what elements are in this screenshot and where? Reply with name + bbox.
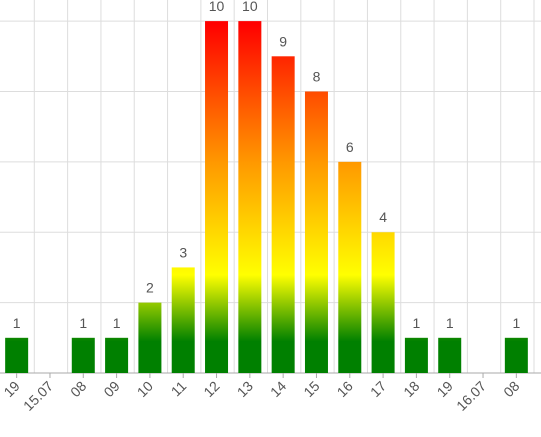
value-label: 3 bbox=[179, 244, 187, 260]
x-tick-label: 16.07 bbox=[453, 378, 489, 414]
x-tick-label: 15 bbox=[300, 378, 322, 400]
x-tick-label: 19 bbox=[0, 378, 22, 400]
bar bbox=[304, 91, 328, 373]
x-tick-label: 19 bbox=[434, 378, 456, 400]
x-tick-label: 10 bbox=[134, 378, 156, 400]
bar bbox=[404, 337, 428, 373]
value-label: 6 bbox=[346, 139, 354, 155]
bar bbox=[271, 56, 295, 374]
bar bbox=[171, 267, 195, 373]
x-tick-label: 08 bbox=[500, 378, 522, 400]
bar bbox=[438, 337, 462, 373]
x-tick-label: 09 bbox=[100, 378, 122, 400]
x-tick-label: 08 bbox=[67, 378, 89, 400]
value-label: 4 bbox=[379, 209, 387, 225]
x-tick-label: 12 bbox=[200, 378, 222, 400]
bar bbox=[71, 337, 95, 373]
bar bbox=[138, 302, 162, 373]
x-tick-label: 16 bbox=[334, 378, 356, 400]
bar bbox=[105, 337, 129, 373]
bar bbox=[371, 232, 395, 373]
value-label: 2 bbox=[146, 280, 154, 296]
value-label: 1 bbox=[79, 315, 87, 331]
value-label: 1 bbox=[413, 315, 421, 331]
x-tick-label: 15.07 bbox=[20, 378, 56, 414]
value-label: 10 bbox=[209, 0, 225, 14]
bar bbox=[338, 161, 362, 373]
bar bbox=[205, 21, 229, 373]
value-label: 10 bbox=[242, 0, 258, 14]
value-label: 1 bbox=[446, 315, 454, 331]
bar bbox=[5, 337, 29, 373]
x-tick-label: 11 bbox=[168, 378, 190, 400]
x-tick-label: 17 bbox=[367, 378, 389, 400]
value-label: 1 bbox=[113, 315, 121, 331]
x-tick-label: 14 bbox=[267, 378, 289, 400]
bar bbox=[504, 337, 528, 373]
value-label: 8 bbox=[313, 68, 321, 84]
value-label: 1 bbox=[512, 315, 520, 331]
value-label: 9 bbox=[279, 33, 287, 49]
x-tick-label: 18 bbox=[400, 378, 422, 400]
value-label: 1 bbox=[13, 315, 21, 331]
x-tick-label: 13 bbox=[234, 378, 256, 400]
bar bbox=[238, 21, 262, 373]
